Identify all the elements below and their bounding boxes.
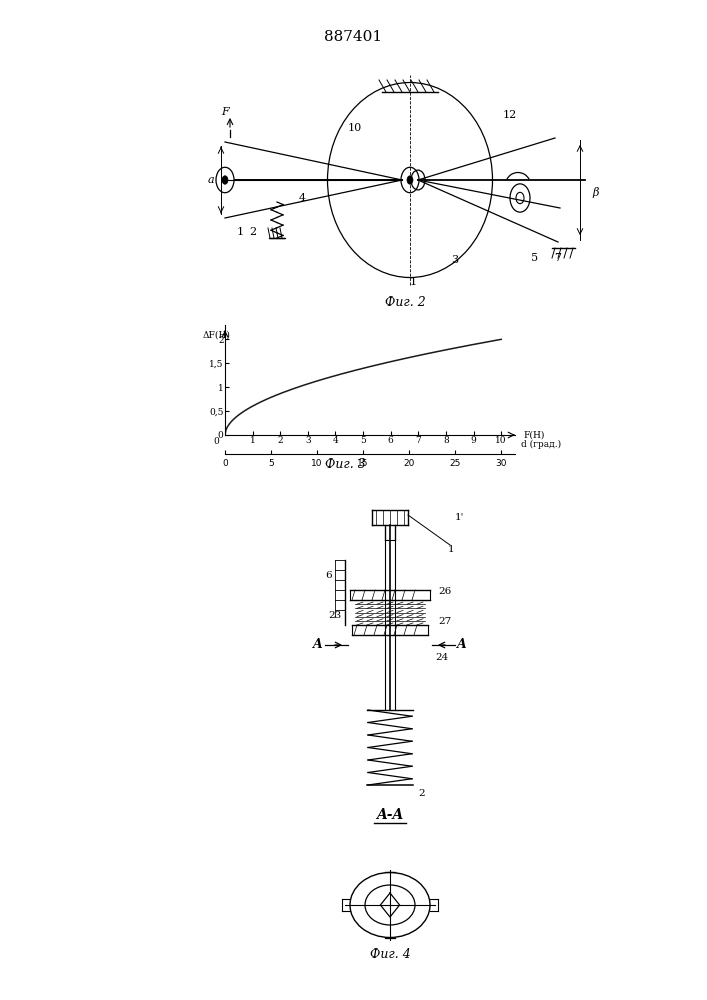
Text: 2: 2 [418,788,425,798]
Text: ΔF(Н): ΔF(Н) [203,330,230,339]
Text: 2: 2 [250,227,257,237]
Text: 23: 23 [329,610,342,619]
Text: Фиг. 3: Фиг. 3 [325,458,366,472]
Text: A-A: A-A [376,808,404,822]
Text: A: A [457,639,467,652]
Text: F(Н): F(Н) [523,430,544,439]
Text: 6: 6 [325,570,332,580]
Text: d (град.): d (град.) [522,439,561,449]
Text: β: β [592,186,598,198]
Text: 27: 27 [438,617,451,626]
Text: 10: 10 [348,123,362,133]
Text: 24: 24 [435,654,448,662]
Text: a: a [208,175,214,185]
Text: 12: 12 [503,110,517,120]
Text: 5: 5 [532,253,539,263]
Text: A: A [313,639,323,652]
Text: 4: 4 [298,193,305,203]
Text: 1: 1 [448,546,455,554]
Circle shape [407,176,413,184]
Text: 1': 1' [455,514,464,522]
Text: 26: 26 [438,587,451,596]
Text: 1: 1 [409,277,416,287]
Text: F: F [221,107,229,117]
Text: Фиг. 4: Фиг. 4 [370,948,410,962]
Text: 7: 7 [554,253,561,263]
Text: 1: 1 [236,227,244,237]
Text: 3: 3 [452,255,459,265]
Circle shape [222,176,228,184]
Text: 0: 0 [214,437,220,446]
Text: Фиг. 2: Фиг. 2 [385,296,426,308]
Text: 887401: 887401 [324,30,382,44]
